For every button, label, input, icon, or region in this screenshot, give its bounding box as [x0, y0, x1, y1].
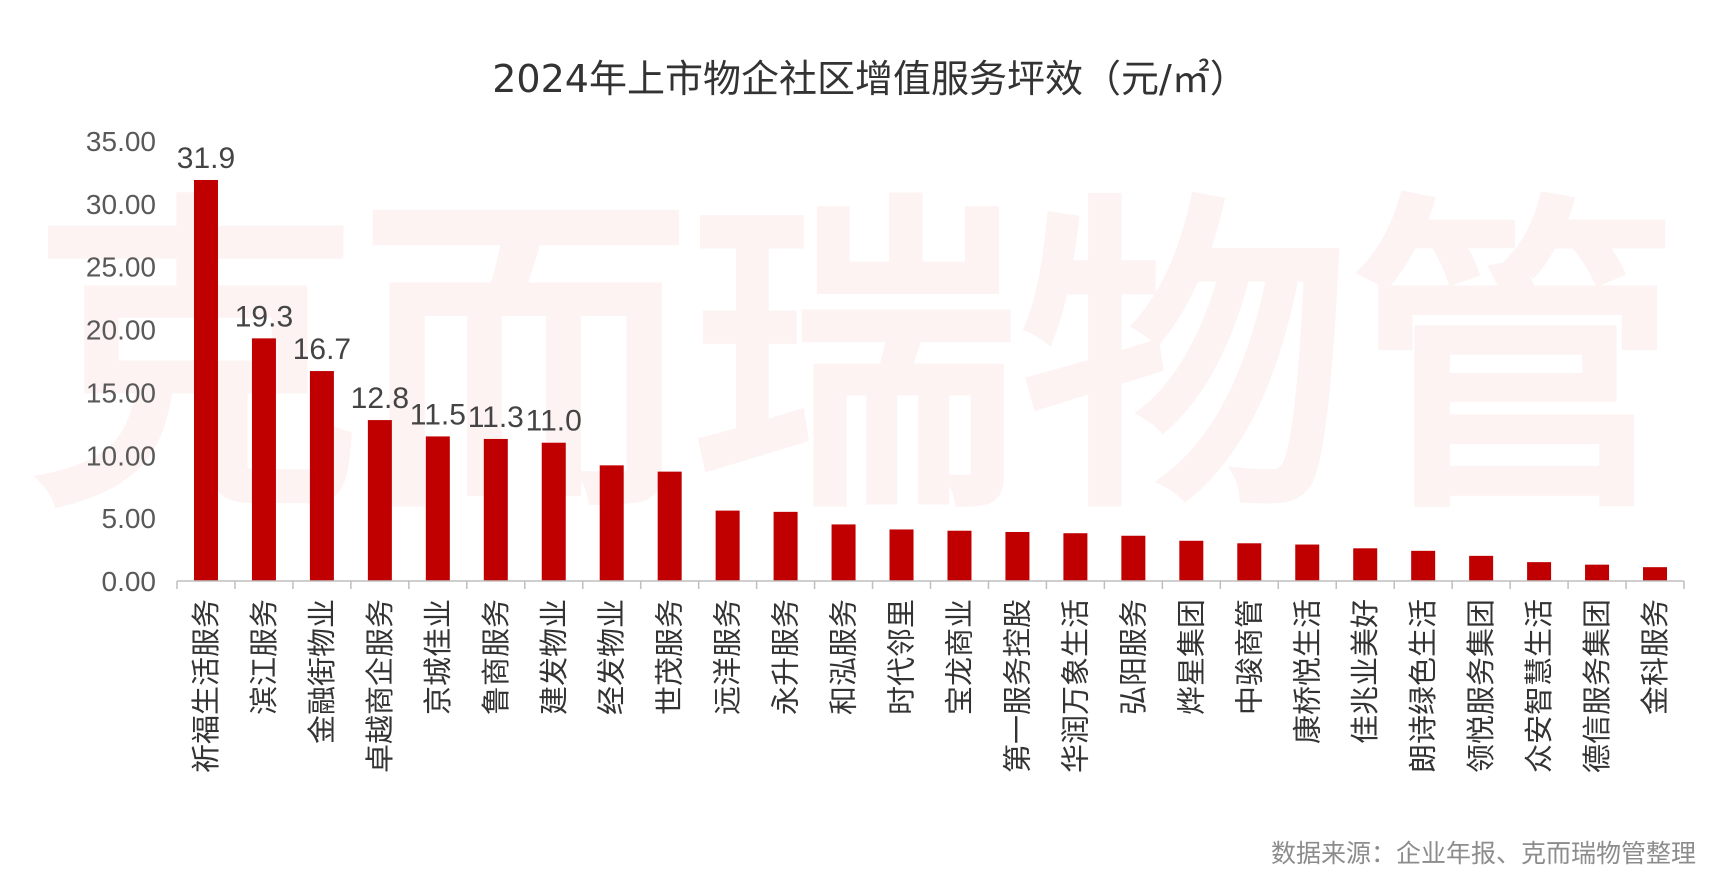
bar — [831, 524, 856, 581]
x-tick-label: 祈福生活服务 — [189, 599, 223, 773]
x-tick-label: 朗诗绿色生活 — [1406, 599, 1440, 773]
y-tick-label: 25.00 — [86, 252, 156, 283]
x-tick-label: 远洋服务 — [711, 599, 745, 715]
data-label: 12.8 — [351, 382, 409, 415]
x-tick-label: 众安智慧生活 — [1522, 599, 1556, 773]
x-tick-label: 佳兆业美好 — [1348, 599, 1382, 744]
x-tick-label: 中骏商管 — [1232, 599, 1266, 715]
data-label: 11.5 — [410, 398, 466, 431]
bar — [773, 511, 798, 581]
y-tick-label: 20.00 — [86, 315, 156, 346]
data-label: 31.9 — [177, 142, 235, 175]
bar — [1121, 535, 1146, 581]
x-axis: 祈福生活服务 滨江服务 金融街物业 卓越商企服务 京城佳业 鲁商服务 建发物业 经发物业 世茂服… — [189, 599, 1672, 773]
bar-series — [193, 179, 1668, 581]
x-tick-label: 建发物业 — [537, 599, 571, 715]
bar — [1005, 531, 1030, 581]
x-tick-label: 金融街物业 — [305, 599, 339, 744]
x-tick-label: 世茂服务 — [653, 599, 687, 715]
bar — [541, 442, 566, 581]
y-tick-label: 10.00 — [86, 440, 156, 471]
bar — [1469, 555, 1494, 581]
y-tick-label: 0.00 — [102, 566, 157, 597]
y-tick-label: 5.00 — [102, 503, 157, 534]
bar — [1411, 550, 1436, 581]
bar — [367, 420, 392, 581]
bar — [1527, 562, 1552, 581]
x-tick-label: 宝龙商业 — [942, 599, 976, 715]
x-tick-label: 领悦服务集团 — [1464, 599, 1498, 773]
chart-title: 2024年上市物企社区增值服务坪效（元/㎡） — [492, 57, 1248, 101]
x-tick-label: 烨星集团 — [1174, 599, 1208, 715]
bar — [425, 436, 450, 581]
bar — [1585, 564, 1610, 581]
bar — [251, 338, 276, 581]
x-tick-label: 京城佳业 — [421, 599, 455, 715]
x-axis-ticks — [176, 581, 1685, 589]
bar — [1179, 540, 1204, 581]
data-labels: 31.9 19.316.712.8 11.5 11.3 11.0 — [177, 142, 582, 438]
data-label: 16.7 — [293, 333, 351, 366]
x-tick-label: 德信服务集团 — [1580, 599, 1614, 773]
x-tick-label: 鲁商服务 — [479, 599, 513, 715]
y-tick-label: 30.00 — [86, 189, 156, 220]
x-tick-label: 康桥悦生活 — [1290, 599, 1324, 744]
bar — [1063, 533, 1088, 581]
bar — [1353, 548, 1378, 581]
x-tick-label: 经发物业 — [595, 599, 629, 715]
bar — [309, 371, 334, 581]
bar — [889, 529, 914, 581]
bar — [947, 530, 972, 581]
x-tick-label: 时代邻里 — [885, 599, 919, 715]
bar — [657, 471, 682, 581]
data-label: 11.3 — [468, 401, 524, 434]
bar — [599, 465, 624, 581]
bar — [483, 438, 508, 581]
watermark: 克而瑞物管 — [30, 169, 1680, 553]
x-tick-label: 华润万象生活 — [1058, 599, 1092, 773]
source-note: 数据来源：企业年报、克而瑞物管整理 — [1271, 839, 1696, 868]
y-axis: 0.00 5.00 10.00 15.00 20.00 25.00 30.00 35.00 — [86, 126, 156, 597]
x-tick-label: 卓越商企服务 — [363, 599, 397, 773]
x-tick-label: 和泓服务 — [827, 599, 861, 715]
x-tick-label: 第一服务控股 — [1000, 599, 1034, 773]
x-tick-label: 永升服务 — [769, 599, 803, 715]
x-tick-label: 弘阳服务 — [1116, 599, 1150, 715]
data-label: 19.3 — [235, 300, 293, 333]
x-tick-label: 金科服务 — [1638, 599, 1672, 715]
y-tick-label: 35.00 — [86, 126, 156, 157]
bar — [1237, 543, 1262, 581]
bar — [193, 179, 218, 581]
y-tick-label: 15.00 — [86, 377, 156, 408]
bar — [1295, 544, 1320, 581]
bar — [1643, 567, 1668, 581]
data-label: 11.0 — [526, 405, 582, 438]
bar — [715, 510, 740, 581]
x-tick-label: 滨江服务 — [247, 599, 281, 715]
